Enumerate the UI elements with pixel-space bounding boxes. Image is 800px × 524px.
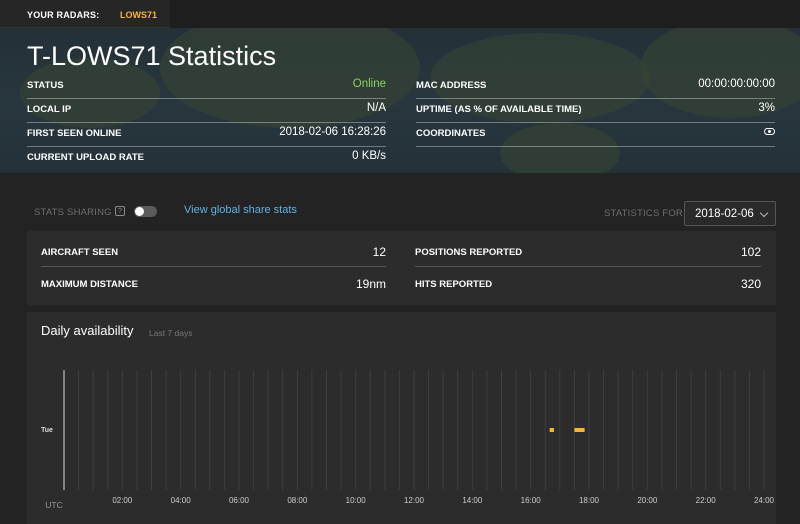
x-tick-label: 12:00: [404, 496, 425, 505]
stat-hits-reported: HITS REPORTED 320: [415, 267, 761, 299]
statistics-for-label: STATISTICS FOR: [604, 208, 683, 219]
selected-date: 2018-02-06: [695, 208, 754, 220]
radar-selector-bar: YOUR RADARS: LOWS71: [0, 0, 800, 28]
stat-value: 12: [372, 245, 386, 259]
availability-title: Daily availability: [41, 323, 134, 338]
x-tick-label: 08:00: [287, 496, 308, 505]
stat-label: POSITIONS REPORTED: [415, 247, 523, 258]
radar-tabs: YOUR RADARS: LOWS71: [0, 0, 170, 28]
x-tick-label: 06:00: [229, 496, 250, 505]
map-background: [430, 33, 650, 123]
info-row-upload-rate: CURRENT UPLOAD RATE 0 KB/s: [27, 147, 386, 171]
toggle-knob: [135, 207, 144, 216]
info-value: 2018-02-06 16:28:26: [279, 126, 386, 138]
availability-bar: [549, 428, 554, 432]
stat-positions-reported: POSITIONS REPORTED 102: [415, 235, 761, 267]
x-tick-label: 14:00: [462, 496, 483, 505]
chevron-down-icon: [759, 208, 769, 218]
availability-chart: Tue 02:00 04:00 06:00 08:00 10:00 12:00 14:00 16…: [41, 370, 775, 510]
stat-value: 19nm: [355, 277, 386, 291]
info-label: FIRST SEEN ONLINE: [27, 128, 122, 139]
stat-label: HITS REPORTED: [415, 279, 493, 290]
day-label: Tue: [41, 427, 53, 434]
x-tick-label: 24:00: [754, 496, 775, 505]
info-row-mac: MAC ADDRESS 00:00:00:00:00: [416, 75, 775, 99]
info-row-status: STATUS Online: [27, 75, 386, 99]
x-tick-label: 16:00: [521, 496, 542, 505]
map-background: [20, 58, 160, 128]
info-row-coordinates: COORDINATES: [416, 123, 775, 147]
info-label: CURRENT UPLOAD RATE: [27, 152, 144, 163]
global-share-stats-link[interactable]: View global share stats: [184, 204, 297, 216]
info-label: UPTIME (AS % OF AVAILABLE TIME): [416, 104, 582, 115]
radar-tab-active[interactable]: LOWS71: [120, 10, 158, 20]
your-radars-label: YOUR RADARS:: [27, 10, 100, 20]
x-tick-label: 22:00: [696, 496, 717, 505]
info-row-local-ip: LOCAL IP N/A: [27, 99, 386, 123]
info-label: STATUS: [27, 80, 64, 91]
stats-sharing-toggle[interactable]: [134, 206, 157, 217]
map-background: [640, 28, 800, 118]
info-value: 00:00:00:00:00: [698, 78, 775, 90]
info-label: COORDINATES: [416, 128, 486, 139]
info-value: 3%: [758, 102, 775, 114]
radar-header: T-LOWS71 Statistics STATUS Online LOCAL …: [0, 28, 800, 173]
x-tick-label: 18:00: [579, 496, 600, 505]
stat-value: 102: [740, 245, 761, 259]
page-title: T-LOWS71 Statistics: [27, 41, 277, 71]
info-label: MAC ADDRESS: [416, 80, 487, 91]
x-tick-label: 02:00: [112, 496, 133, 505]
info-value: N/A: [366, 102, 386, 114]
x-tick-label: 10:00: [346, 496, 367, 505]
map-background: [160, 28, 420, 128]
help-icon[interactable]: ?: [115, 206, 125, 216]
map-background: [500, 123, 620, 173]
stat-value: 320: [740, 277, 761, 291]
info-value: 0 KB/s: [352, 150, 386, 162]
timezone-label: UTC: [45, 500, 62, 510]
stat-max-distance: MAXIMUM DISTANCE 19nm: [41, 267, 386, 299]
status-value: Online: [352, 78, 386, 90]
daily-availability-panel: Daily availability Last 7 days Tue 02:00 0…: [27, 312, 776, 524]
date-select[interactable]: 2018-02-06: [684, 201, 776, 226]
info-row-first-seen: FIRST SEEN ONLINE 2018-02-06 16:28:26: [27, 123, 386, 147]
info-label: LOCAL IP: [27, 104, 72, 115]
availability-bar: [574, 428, 585, 432]
stats-sharing-label: STATS SHARING: [34, 207, 112, 218]
x-tick-label: 20:00: [637, 496, 658, 505]
x-tick-label: 04:00: [171, 496, 192, 505]
stat-label: MAXIMUM DISTANCE: [41, 279, 138, 290]
info-row-uptime: UPTIME (AS % OF AVAILABLE TIME) 3%: [416, 99, 775, 123]
stat-label: AIRCRAFT SEEN: [41, 247, 119, 258]
availability-subtitle: Last 7 days: [149, 328, 193, 338]
stat-aircraft-seen: AIRCRAFT SEEN 12: [41, 235, 386, 267]
eye-icon[interactable]: [764, 128, 775, 135]
stats-summary-panel: AIRCRAFT SEEN 12 MAXIMUM DISTANCE 19nm P…: [27, 231, 776, 305]
